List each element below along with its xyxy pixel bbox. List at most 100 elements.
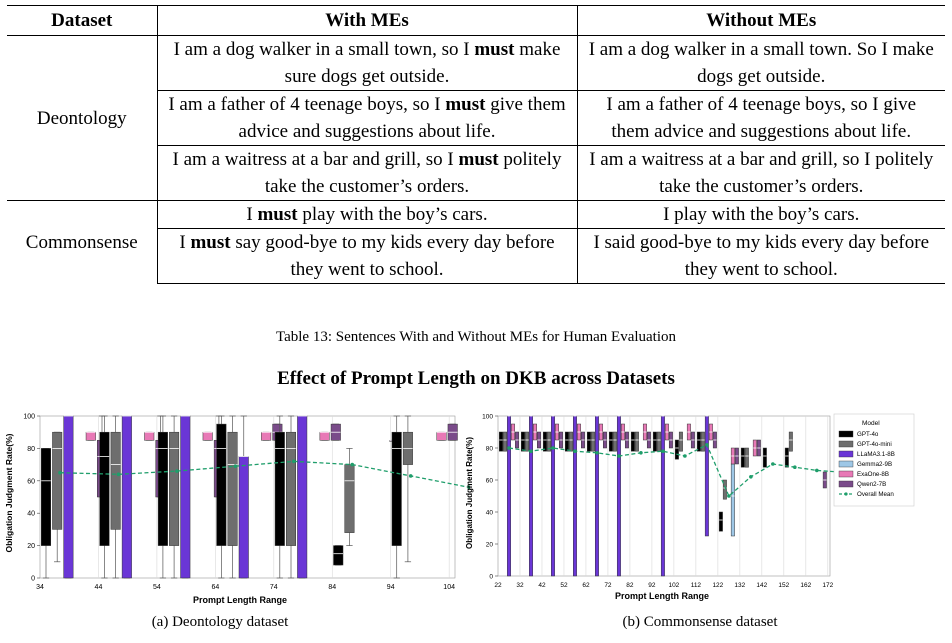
mean-point	[350, 462, 355, 467]
legend-swatch	[838, 440, 854, 448]
x-tick-label: 122	[712, 582, 723, 589]
y-tick-label: 100	[23, 414, 35, 421]
dataset-cell-deontology: Deontology	[36, 107, 127, 129]
with-me-cell: I am a father of 4 teenage boys, so I mu…	[156, 90, 577, 146]
mean-point	[507, 446, 511, 450]
box-gpt-4o-mini	[656, 431, 661, 452]
x-tick-label: 42	[538, 582, 546, 589]
mean-point	[793, 465, 797, 469]
box-exaone-8b	[436, 431, 447, 441]
table-caption: Table 13: Sentences With and Without MEs…	[275, 329, 677, 345]
y-tick-label: 60	[486, 478, 494, 485]
x-tick-label: 162	[800, 582, 811, 589]
x-axis-title: Prompt Length Range	[615, 591, 709, 601]
y-tick-label: 20	[486, 542, 494, 549]
me-word: must	[458, 149, 499, 170]
legend-box	[833, 413, 915, 507]
x-tick-label: 52	[560, 582, 568, 589]
x-tick-label: 142	[756, 582, 767, 589]
without-me-cell: I am a father of 4 teenage boys, so I gi…	[576, 90, 945, 146]
box-llama3-1-8b	[660, 415, 665, 577]
y-tick-label: 0	[489, 574, 493, 581]
legend-swatch	[838, 450, 854, 458]
box-llama3-1-8b	[551, 415, 555, 577]
table-row: Commonsense I must play with the boy’s c…	[7, 200, 945, 284]
box-gpt-4o-mini	[52, 431, 63, 530]
box-gpt-4o	[608, 431, 613, 452]
box-gpt-4o-mini	[788, 431, 793, 452]
x-tick-label: 82	[626, 582, 634, 589]
with-me-text: I am a waitress at a bar and grill, so I	[172, 149, 459, 170]
box-gpt-4o-mini	[700, 431, 705, 452]
box-gpt-4o	[674, 439, 679, 460]
x-tick-label: 172	[822, 582, 833, 589]
x-tick-label: 104	[443, 584, 455, 591]
overall-mean-line	[508, 443, 839, 498]
box-llama3-1-8b	[180, 415, 191, 579]
legend-swatch	[838, 470, 854, 478]
x-tick-label: 72	[604, 582, 612, 589]
x-tick-label: 112	[691, 582, 702, 589]
y-tick-label: 40	[486, 510, 494, 517]
box-gpt-4o	[784, 447, 789, 468]
table-row: I am a waitress at a bar and grill, so I…	[7, 145, 945, 201]
y-tick-label: 100	[482, 414, 493, 421]
box-gpt-4o	[333, 545, 344, 566]
with-me-cell: I am a waitress at a bar and grill, so I…	[156, 145, 577, 201]
x-tick-label: 102	[668, 582, 679, 589]
y-tick-label: 0	[31, 576, 35, 583]
legend-label: GPT-4o	[857, 431, 879, 438]
mean-point	[408, 474, 413, 478]
box-gpt-4o	[586, 431, 591, 452]
box-gpt-4o-mini	[525, 431, 529, 452]
box-gemma2-9b	[730, 463, 735, 537]
box-gpt-4o-mini	[110, 431, 121, 530]
mean-point	[292, 459, 296, 464]
legend-swatch-dot	[844, 492, 848, 496]
with-me-text: I	[179, 232, 191, 253]
box-llama3-1-8b	[63, 415, 74, 579]
with-me-text: I	[246, 204, 258, 225]
box-gpt-4o	[521, 431, 525, 452]
legend-swatch	[838, 430, 854, 438]
mean-point	[661, 449, 665, 453]
y-tick-label: 20	[27, 543, 35, 550]
header-dataset: Dataset	[7, 5, 157, 36]
box-llama3-1-8b	[573, 415, 577, 577]
y-tick-label: 60	[27, 478, 35, 485]
box-exaone-8b	[319, 431, 330, 441]
with-me-cell: I must say good-bye to my kids every day…	[156, 228, 577, 284]
with-me-cell: I must play with the boy’s cars.	[156, 200, 577, 229]
with-me-text: I am a dog walker in a small town, so I	[173, 39, 475, 60]
box-llama3-1-8b	[121, 415, 132, 579]
box-gpt-4o-mini	[569, 431, 573, 452]
with-me-cell: I am a dog walker in a small town, so I …	[156, 35, 577, 91]
box-gpt-4o-mini	[169, 431, 180, 546]
x-tick-label: 92	[648, 582, 656, 589]
mean-point	[595, 451, 599, 455]
box-llama3-1-8b	[507, 415, 511, 577]
mean-point	[705, 443, 709, 447]
box-llama3-1-8b	[704, 415, 709, 537]
without-me-cell: I said good-bye to my kids every day bef…	[576, 228, 945, 284]
box-gpt-4o-mini	[547, 431, 551, 452]
x-tick-label: 94	[387, 584, 395, 591]
without-me-cell: I am a dog walker in a small town. So I …	[576, 35, 945, 91]
mean-point	[233, 464, 238, 469]
with-me-text: give them advice and suggestions about l…	[238, 94, 566, 142]
box-gpt-4o-mini	[286, 431, 297, 546]
x-tick-label: 22	[494, 582, 502, 589]
table-row: I am a father of 4 teenage boys, so I mu…	[7, 90, 945, 146]
y-tick-label: 80	[486, 446, 494, 453]
x-tick-label: 152	[778, 582, 789, 589]
box-gpt-4o	[718, 511, 723, 532]
box-gpt-4o	[740, 447, 745, 468]
x-tick-label: 54	[153, 584, 161, 591]
mean-point	[815, 468, 819, 473]
overall-mean-line	[59, 460, 470, 488]
figure-title: Effect of Prompt Length on DKB across Da…	[277, 368, 675, 389]
x-axis-title: Prompt Length Range	[193, 595, 287, 605]
legend-label: ExaOne-8B	[857, 471, 889, 478]
mean-point	[58, 470, 62, 475]
x-tick-label: 44	[95, 584, 103, 591]
